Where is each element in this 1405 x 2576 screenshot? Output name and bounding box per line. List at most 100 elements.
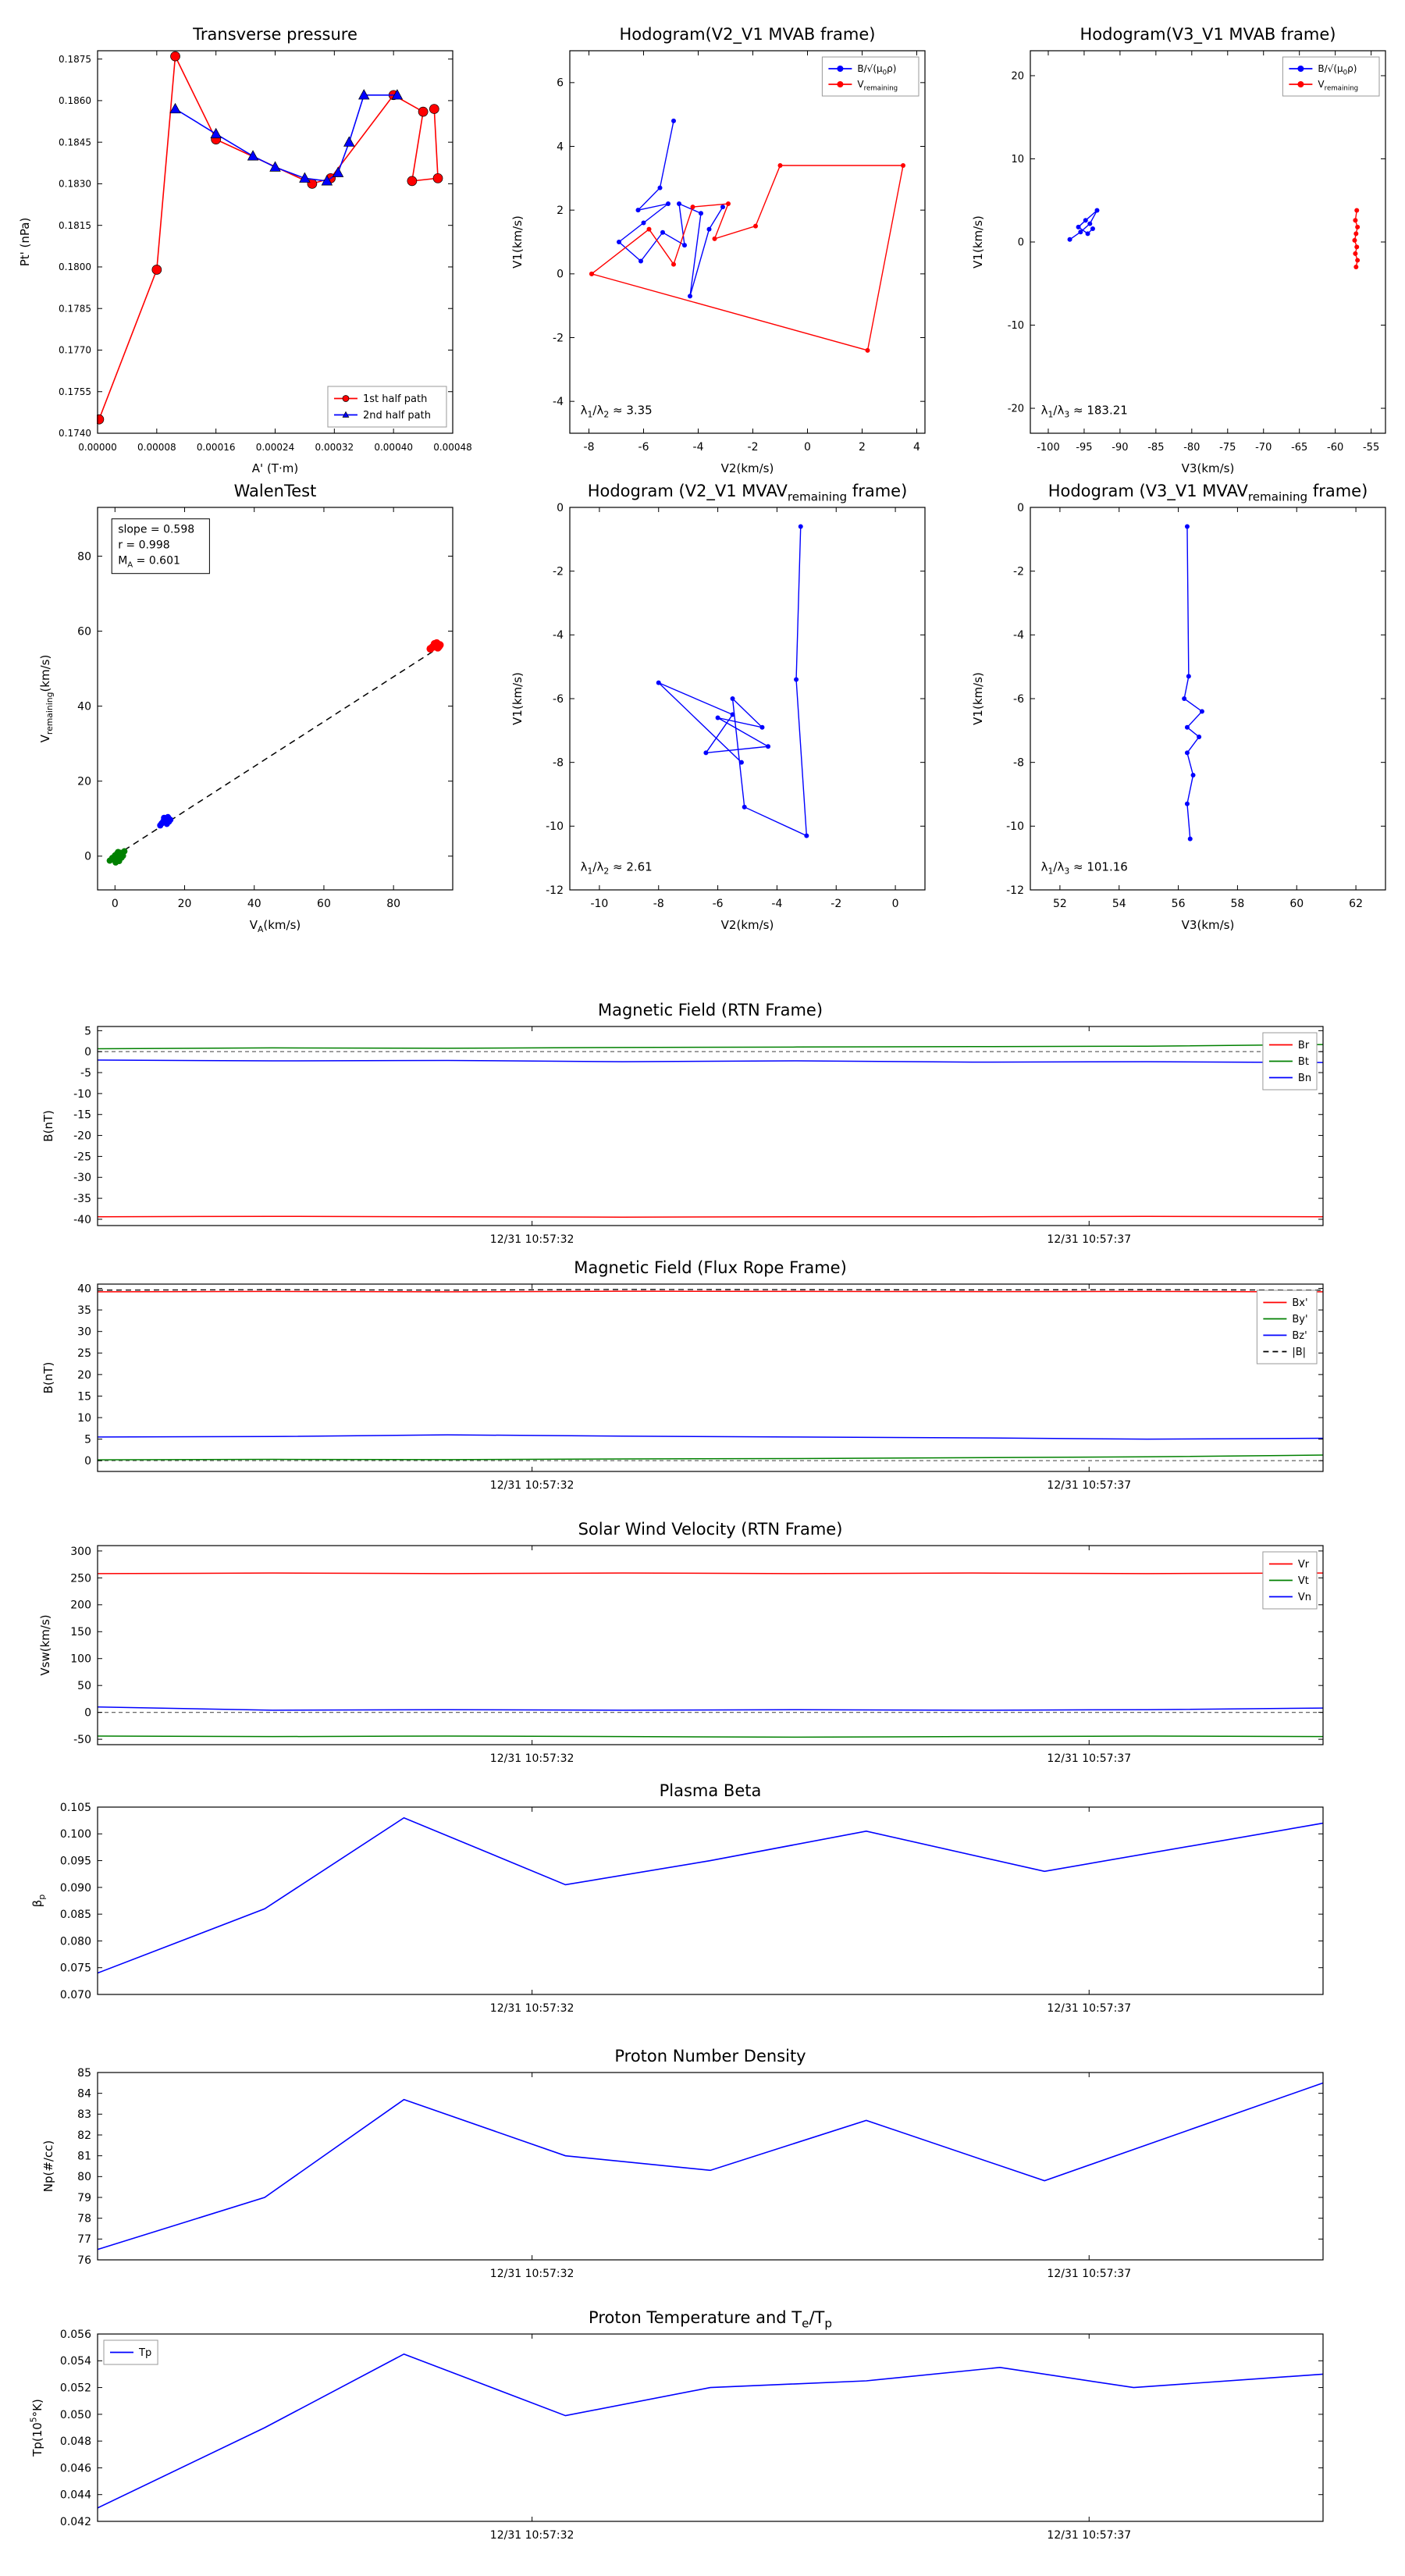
svg-text:-8: -8 bbox=[1013, 757, 1024, 770]
svg-text:5: 5 bbox=[84, 1025, 91, 1037]
svg-text:-35: -35 bbox=[73, 1193, 91, 1205]
svg-text:81: 81 bbox=[77, 2151, 91, 2163]
svg-text:0: 0 bbox=[1017, 502, 1024, 514]
svg-text:20: 20 bbox=[1011, 71, 1024, 83]
svg-text:0.046: 0.046 bbox=[60, 2462, 91, 2475]
hodogram-v2v1-mvav-plot: -10 -8 -6 -4 -2 0 0 -2 -4 -6 -8 -10 -12 Hodogram (V2_… bbox=[488, 468, 944, 948]
svg-text:0.1785: 0.1785 bbox=[59, 303, 91, 314]
svg-text:0.1740: 0.1740 bbox=[59, 428, 91, 439]
svg-text:Np(#/cc): Np(#/cc) bbox=[41, 2140, 55, 2193]
magnetic-field-flux-rope-plot: 12/31 10:57:32 12/31 10:57:37 0 5 10 15 20 25 30… bbox=[16, 1249, 1389, 1507]
walen-test-plot: 0 20 40 60 80 0 20 40 60 80 WalenTest VA(km/s) Vrema… bbox=[16, 468, 472, 948]
svg-text:0.1830: 0.1830 bbox=[59, 179, 91, 190]
magnetic-field-rtn-plot: 12/31 10:57:32 12/31 10:57:37 -40 -35 -30 -25… bbox=[16, 991, 1389, 1261]
svg-text:0: 0 bbox=[1018, 237, 1024, 249]
svg-text:0.075: 0.075 bbox=[60, 1962, 91, 1975]
svg-text:V1(km/s): V1(km/s) bbox=[510, 215, 525, 269]
svg-text:76: 76 bbox=[77, 2254, 91, 2267]
svg-text:-4: -4 bbox=[693, 441, 704, 454]
svg-text:0.00048: 0.00048 bbox=[433, 442, 472, 453]
svg-text:Vr: Vr bbox=[1298, 1559, 1310, 1571]
svg-text:B/√(μ0ρ): B/√(μ0ρ) bbox=[1318, 63, 1357, 76]
svg-text:-4: -4 bbox=[771, 898, 782, 910]
svg-text:V1(km/s): V1(km/s) bbox=[971, 672, 985, 725]
svg-text:-95: -95 bbox=[1076, 442, 1092, 454]
svg-text:0.00040: 0.00040 bbox=[374, 442, 413, 453]
svg-text:0.052: 0.052 bbox=[60, 2382, 91, 2394]
svg-text:WalenTest: WalenTest bbox=[234, 482, 317, 500]
svg-text:-2: -2 bbox=[748, 441, 759, 454]
svg-text:Vsw(km/s): Vsw(km/s) bbox=[38, 1614, 52, 1675]
svg-text:-65: -65 bbox=[1291, 442, 1307, 454]
svg-text:40: 40 bbox=[77, 1283, 91, 1295]
svg-text:V2(km/s): V2(km/s) bbox=[721, 918, 774, 932]
svg-text:Proton Number Density: Proton Number Density bbox=[614, 2047, 806, 2065]
svg-text:30: 30 bbox=[77, 1326, 91, 1339]
svg-text:0.1770: 0.1770 bbox=[59, 345, 91, 356]
svg-text:150: 150 bbox=[70, 1626, 91, 1638]
svg-text:-2: -2 bbox=[831, 898, 841, 910]
svg-text:80: 80 bbox=[77, 2171, 91, 2183]
svg-text:V1(km/s): V1(km/s) bbox=[971, 215, 985, 269]
svg-text:0.044: 0.044 bbox=[60, 2489, 91, 2502]
svg-text:79: 79 bbox=[77, 2192, 91, 2204]
svg-text:V2(km/s): V2(km/s) bbox=[721, 461, 774, 475]
svg-text:-4: -4 bbox=[1013, 629, 1024, 642]
svg-text:Plasma Beta: Plasma Beta bbox=[660, 1781, 762, 1800]
svg-text:0.100: 0.100 bbox=[60, 1828, 91, 1841]
svg-text:0.1875: 0.1875 bbox=[59, 54, 91, 65]
svg-text:0.070: 0.070 bbox=[60, 1989, 91, 2001]
svg-text:-90: -90 bbox=[1112, 442, 1128, 454]
svg-text:Tp: Tp bbox=[138, 2347, 151, 2359]
svg-text:-2: -2 bbox=[553, 332, 564, 344]
svg-text:2nd half path: 2nd half path bbox=[363, 410, 431, 422]
svg-text:84: 84 bbox=[77, 2088, 91, 2101]
svg-text:12/31 10:57:32: 12/31 10:57:32 bbox=[490, 2268, 574, 2280]
svg-text:-70: -70 bbox=[1255, 442, 1272, 454]
svg-text:0.090: 0.090 bbox=[60, 1882, 91, 1895]
svg-text:0.1755: 0.1755 bbox=[59, 386, 91, 397]
svg-text:0: 0 bbox=[84, 851, 91, 863]
svg-text:80: 80 bbox=[77, 550, 91, 563]
svg-text:Hodogram(V2_V1 MVAB frame): Hodogram(V2_V1 MVAB frame) bbox=[620, 25, 876, 44]
svg-text:12/31 10:57:32: 12/31 10:57:32 bbox=[490, 1752, 574, 1765]
svg-text:B/√(μ0ρ): B/√(μ0ρ) bbox=[857, 63, 896, 76]
svg-text:-10: -10 bbox=[73, 1088, 91, 1101]
svg-text:0: 0 bbox=[84, 1455, 91, 1468]
svg-text:56: 56 bbox=[1172, 898, 1186, 910]
svg-text:0: 0 bbox=[804, 441, 811, 454]
svg-text:77: 77 bbox=[77, 2233, 91, 2246]
svg-text:12/31 10:57:37: 12/31 10:57:37 bbox=[1047, 1233, 1131, 1246]
svg-text:-55: -55 bbox=[1363, 442, 1379, 454]
proton-number-density-plot: 12/31 10:57:32 12/31 10:57:37 76 77 78 79 80 81… bbox=[16, 2037, 1389, 2295]
svg-text:-25: -25 bbox=[73, 1151, 91, 1163]
svg-text:By': By' bbox=[1292, 1314, 1307, 1325]
svg-text:-2: -2 bbox=[553, 566, 564, 578]
svg-text:0.00024: 0.00024 bbox=[256, 442, 295, 453]
svg-text:-12: -12 bbox=[1006, 884, 1024, 897]
svg-text:20: 20 bbox=[178, 898, 192, 910]
svg-text:0.080: 0.080 bbox=[60, 1935, 91, 1948]
solar-wind-velocity-plot: 12/31 10:57:32 12/31 10:57:37 -50 0 50 100 150… bbox=[16, 1510, 1389, 1780]
svg-text:5: 5 bbox=[84, 1434, 91, 1446]
svg-text:Bn: Bn bbox=[1298, 1073, 1311, 1084]
svg-text:Proton Temperature and Te/Tp: Proton Temperature and Te/Tp bbox=[589, 2308, 832, 2330]
svg-text:Bz': Bz' bbox=[1292, 1330, 1307, 1342]
svg-text:12/31 10:57:37: 12/31 10:57:37 bbox=[1047, 1479, 1131, 1492]
svg-text:λ1/λ2 ≈ 2.61: λ1/λ2 ≈ 2.61 bbox=[581, 860, 653, 877]
svg-text:VA(km/s): VA(km/s) bbox=[250, 918, 301, 934]
svg-text:0.1860: 0.1860 bbox=[59, 95, 91, 106]
svg-text:0.00000: 0.00000 bbox=[78, 442, 117, 453]
svg-text:-10: -10 bbox=[590, 898, 608, 910]
svg-text:2: 2 bbox=[859, 441, 866, 454]
svg-text:12/31 10:57:32: 12/31 10:57:32 bbox=[490, 2002, 574, 2015]
svg-text:40: 40 bbox=[247, 898, 261, 910]
plasma-beta-plot: 12/31 10:57:32 12/31 10:57:37 0.070 0.075 0.… bbox=[16, 1772, 1389, 2030]
svg-text:|B|: |B| bbox=[1292, 1347, 1306, 1358]
svg-text:MA = 0.601: MA = 0.601 bbox=[118, 555, 180, 570]
svg-text:B(nT): B(nT) bbox=[41, 1362, 55, 1394]
svg-text:Vremaining: Vremaining bbox=[1318, 79, 1358, 92]
svg-text:50: 50 bbox=[77, 1680, 91, 1692]
svg-text:-20: -20 bbox=[1008, 404, 1024, 415]
svg-text:0.054: 0.054 bbox=[60, 2355, 91, 2368]
